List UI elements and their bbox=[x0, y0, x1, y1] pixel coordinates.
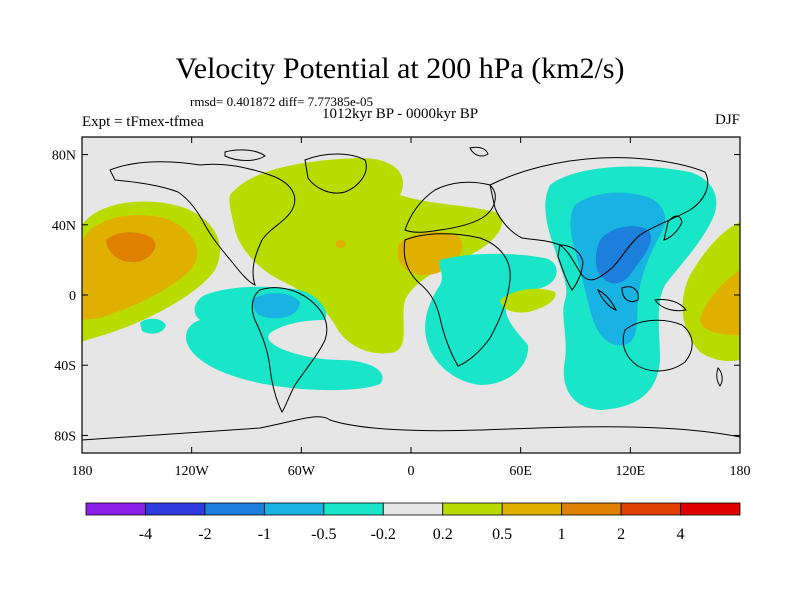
contour-negative-americas-05 bbox=[253, 293, 300, 319]
colorbar-box bbox=[323, 502, 384, 516]
colorbar-box bbox=[442, 502, 503, 516]
colorbar-box bbox=[382, 502, 444, 516]
contour-positive-pacific-1 bbox=[106, 232, 156, 263]
colorbar: -4 -2 -1 -0.5 -0.2 0.2 0.5 1 2 4 bbox=[85, 502, 741, 543]
coastline-borneo bbox=[621, 286, 639, 302]
contour-negative-small-pacific bbox=[140, 318, 166, 334]
map-title: Velocity Potential at 200 hPa (km2/s) bbox=[175, 52, 625, 85]
contour-positive-atlantic bbox=[229, 158, 502, 354]
lat-tick-label: 40N bbox=[52, 219, 76, 234]
colorbar-label: 1 bbox=[558, 526, 566, 543]
colorbar-box bbox=[263, 502, 325, 516]
coastline-japan bbox=[663, 215, 683, 241]
lon-tick-label: 120E bbox=[616, 464, 646, 479]
coastline-australia bbox=[622, 319, 693, 372]
colorbar-label: -1 bbox=[258, 526, 271, 543]
colorbar-label: -0.5 bbox=[311, 526, 336, 543]
colorbar-box bbox=[680, 502, 741, 516]
colorbar-box bbox=[145, 502, 206, 516]
longitude-axis: 180 120W 60W 0 60E 120E 180 bbox=[72, 137, 751, 479]
lat-tick-label: 80N bbox=[52, 149, 76, 164]
contour-fill-layer bbox=[82, 158, 740, 410]
stats-label: rmsd= 0.401872 diff= 7.77385e-05 bbox=[190, 94, 374, 109]
period-label: 1012kyr BP - 0000kyr BP bbox=[322, 106, 479, 122]
coastline-greenland bbox=[304, 153, 367, 194]
coastline-layer bbox=[82, 146, 740, 441]
lon-tick-label: 180 bbox=[72, 464, 93, 479]
colorbar-label: 0.5 bbox=[492, 526, 512, 543]
coastline-north-america bbox=[109, 161, 296, 286]
lat-tick-label: 0 bbox=[69, 289, 76, 304]
contour-positive-indian-ocean bbox=[500, 288, 556, 313]
experiment-label: Expt = tFmex-tfmea bbox=[82, 114, 204, 130]
contour-positive-east-edge-05 bbox=[700, 270, 740, 335]
colorbar-label: -2 bbox=[198, 526, 211, 543]
coastline-new-zealand bbox=[716, 367, 723, 387]
contour-negative-africa bbox=[425, 253, 557, 385]
latitude-axis: 80N 40N 0 40S 80S bbox=[52, 149, 740, 444]
coastline-india bbox=[557, 244, 584, 291]
coastline-europe bbox=[404, 181, 496, 233]
coastline-asia bbox=[489, 157, 709, 281]
colorbar-box bbox=[501, 502, 563, 516]
lat-tick-label: 80S bbox=[54, 429, 76, 444]
lon-tick-label: 120W bbox=[175, 464, 210, 479]
colorbar-label: 4 bbox=[677, 526, 685, 543]
colorbar-label: -0.2 bbox=[371, 526, 396, 543]
lon-tick-label: 0 bbox=[408, 464, 415, 479]
season-label: DJF bbox=[714, 112, 740, 128]
lat-tick-label: 40S bbox=[54, 359, 76, 374]
coastline-arctic-islands bbox=[224, 149, 266, 161]
contour-negative-americas bbox=[185, 286, 383, 391]
lon-tick-label: 60W bbox=[288, 464, 316, 479]
colorbar-box bbox=[85, 502, 146, 516]
coastline-africa bbox=[403, 233, 511, 367]
colorbar-label: 2 bbox=[617, 526, 625, 543]
coastline-south-america bbox=[251, 287, 328, 413]
colorbar-box bbox=[561, 502, 622, 516]
coastline-new-guinea bbox=[654, 299, 687, 312]
lon-tick-label: 60E bbox=[509, 464, 532, 479]
colorbar-box bbox=[204, 502, 265, 516]
coastline-sumatra bbox=[597, 288, 617, 311]
colorbar-label: -4 bbox=[139, 526, 152, 543]
lon-tick-label: 180 bbox=[730, 464, 751, 479]
coastline-antarctica bbox=[82, 416, 740, 441]
contour-positive-atlantic-small bbox=[336, 239, 346, 249]
coastline-svalbard bbox=[469, 146, 489, 157]
colorbar-box bbox=[620, 502, 681, 516]
colorbar-label: 0.2 bbox=[433, 526, 453, 543]
